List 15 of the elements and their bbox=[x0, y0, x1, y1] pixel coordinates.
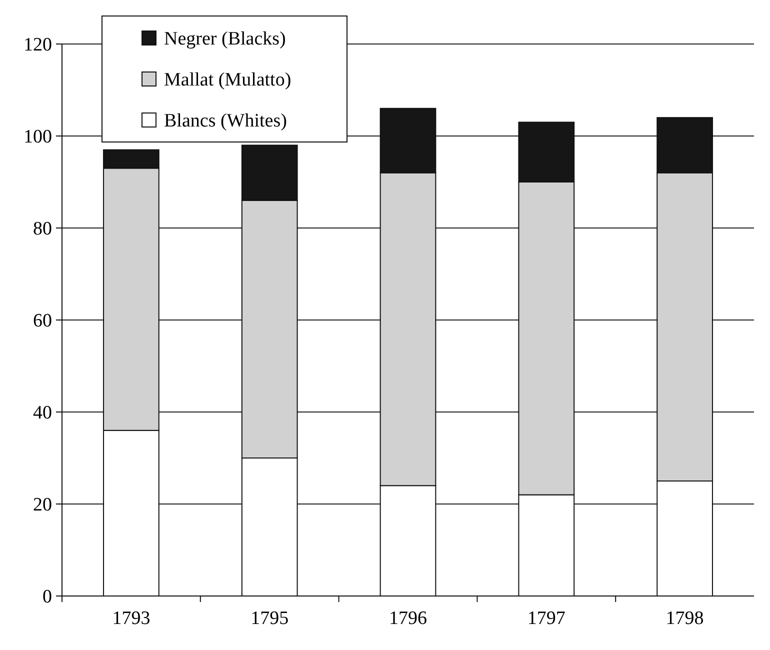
y-tick-label: 20 bbox=[33, 494, 52, 516]
y-tick-label: 100 bbox=[24, 126, 52, 148]
legend-label: Mallat (Mulatto) bbox=[164, 70, 292, 91]
x-tick-label: 1797 bbox=[527, 608, 566, 629]
legend-label: Negrer (Blacks) bbox=[164, 28, 286, 50]
y-tick-label: 0 bbox=[42, 586, 52, 608]
x-tick-label: 1793 bbox=[112, 608, 150, 629]
y-tick-label: 80 bbox=[33, 218, 52, 240]
x-tick-label: 1795 bbox=[250, 608, 289, 629]
y-tick-label: 40 bbox=[33, 402, 52, 424]
y-tick-label: 60 bbox=[33, 310, 52, 332]
legend-label: Blancs (Whites) bbox=[164, 110, 287, 132]
x-tick-label: 1798 bbox=[666, 608, 704, 629]
x-tick-label: 1796 bbox=[389, 608, 427, 629]
y-tick-label: 120 bbox=[24, 34, 52, 56]
